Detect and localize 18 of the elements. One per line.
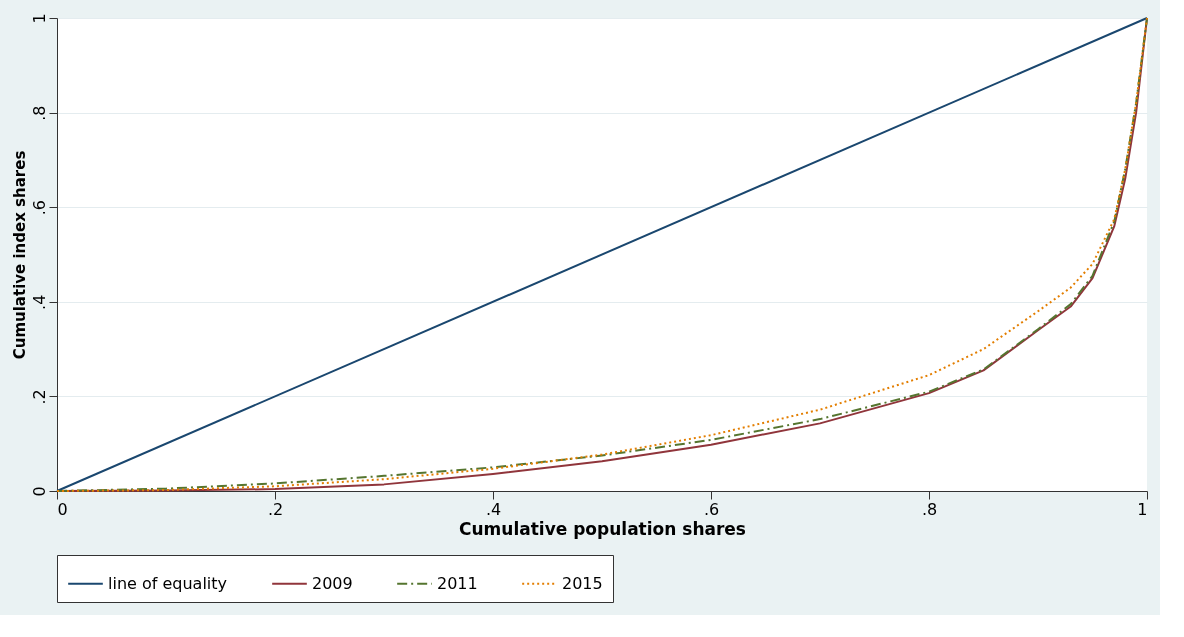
legend-label: 2009 [312,573,353,593]
x-tick-label: .2 [267,499,284,519]
y-tick-label: .8 [29,105,49,121]
x-tick-label: .4 [485,499,502,519]
x-axis-title: Cumulative population shares [459,518,746,539]
x-tick-label: .8 [921,499,938,519]
x-tick-label: 1 [1137,499,1148,519]
y-axis-title: Cumulative index shares [10,150,29,360]
legend-label: 2011 [437,573,478,593]
legend-label: 2015 [562,573,603,593]
y-tick-label: 0 [29,486,49,497]
legend-label: line of equality [108,573,228,593]
y-tick-label: .2 [29,389,49,405]
x-tick-label: 0 [57,499,68,519]
y-tick-label: .6 [29,200,49,216]
y-tick-label: 1 [29,13,49,24]
y-tick-label: .4 [29,294,49,310]
x-tick-label: .6 [703,499,720,519]
